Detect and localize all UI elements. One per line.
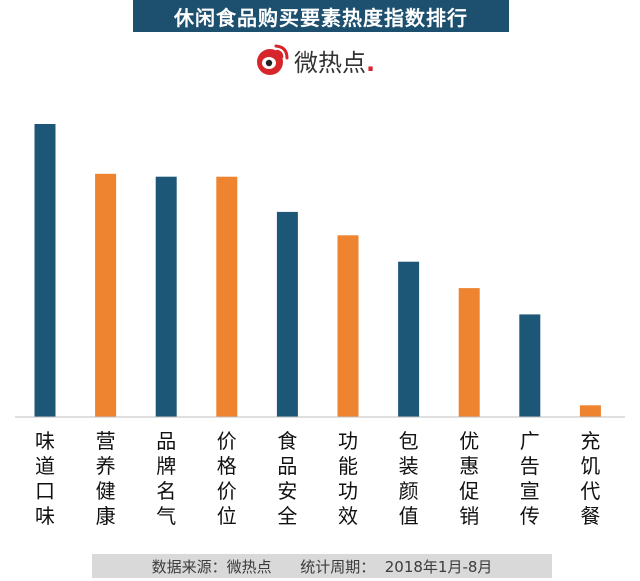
x-tick-label-9: 广告宣传	[520, 429, 540, 528]
x-tick-label-6: 功能功效	[338, 429, 358, 528]
x-tick-label-1: 味道口味	[35, 429, 55, 528]
x-tick-label-3: 品牌名气	[156, 429, 176, 528]
x-tick-label-10: 充饥代餐	[580, 429, 600, 528]
stat-period: 统计周期： 2018年1月-8月	[300, 557, 493, 576]
chart-title: 休闲食品购买要素热度指数排行	[133, 0, 509, 32]
bar-9	[519, 314, 541, 417]
x-tick-label-7: 包装颜值	[399, 429, 419, 528]
x-tick-label-2: 营养健康	[96, 429, 116, 528]
bar-6	[337, 235, 359, 417]
footer: 数据来源：微热点 统计周期： 2018年1月-8月	[92, 554, 552, 578]
x-tick-label-8: 优惠促销	[459, 429, 479, 528]
bar-5	[276, 211, 298, 417]
bar-chart: 味道口味 营养健康 品牌名气 价格价位 食品安全 功能功效 包装颜值 优惠促销 广告宣传 充饥代餐	[15, 124, 625, 528]
bar-1	[34, 124, 56, 417]
weibo-eye-icon	[257, 44, 289, 75]
bar-10	[579, 405, 601, 417]
data-source: 数据来源：微热点	[151, 557, 272, 576]
bar-2	[95, 173, 117, 417]
bar-3	[155, 176, 177, 417]
weirediandian-logo: 微热点.	[254, 40, 375, 80]
bar-7	[398, 261, 420, 417]
x-tick-label-4: 价格价位	[217, 429, 237, 528]
bar-4	[216, 176, 238, 417]
logo-text: 微热点.	[294, 48, 376, 77]
x-tick-label-5: 食品安全	[277, 429, 297, 528]
bar-8	[458, 288, 480, 417]
